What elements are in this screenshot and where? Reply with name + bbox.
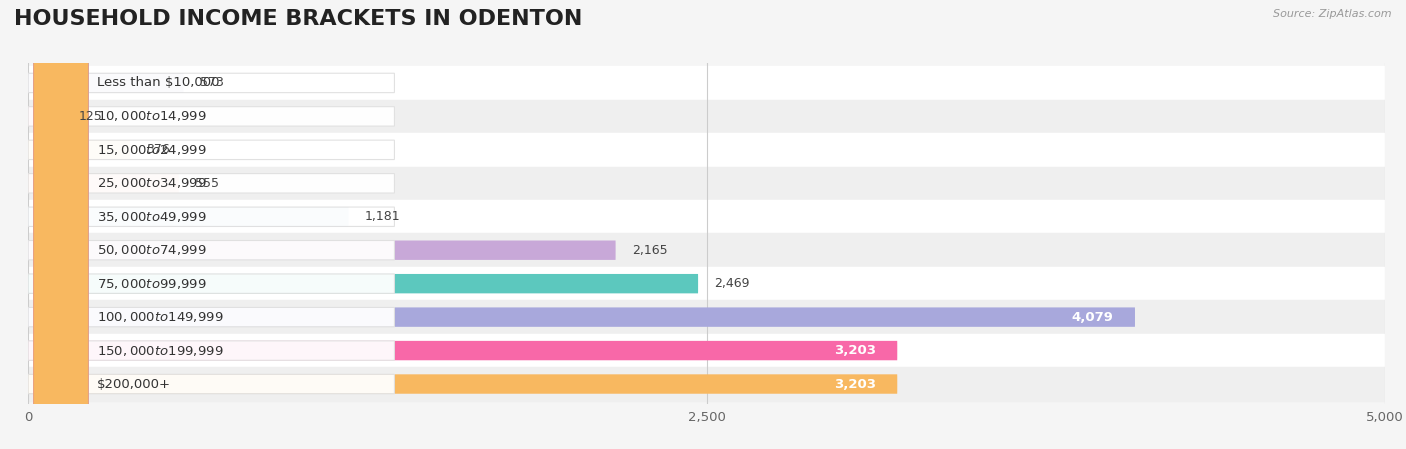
Text: $100,000 to $149,999: $100,000 to $149,999 [97,310,224,324]
FancyBboxPatch shape [28,374,897,394]
Text: 573: 573 [200,76,224,89]
FancyBboxPatch shape [28,241,616,260]
FancyBboxPatch shape [28,207,395,226]
FancyBboxPatch shape [28,274,699,293]
FancyBboxPatch shape [28,274,395,293]
Circle shape [34,0,87,449]
Text: 2,469: 2,469 [714,277,749,290]
FancyBboxPatch shape [28,140,395,159]
Text: 2,165: 2,165 [631,244,668,257]
Text: $25,000 to $34,999: $25,000 to $34,999 [97,176,207,190]
Text: Less than $10,000: Less than $10,000 [97,76,219,89]
FancyBboxPatch shape [28,107,62,126]
Circle shape [34,0,87,449]
Bar [28,367,1385,401]
Text: $35,000 to $49,999: $35,000 to $49,999 [97,210,207,224]
Text: $200,000+: $200,000+ [97,378,170,391]
FancyBboxPatch shape [28,341,395,360]
FancyBboxPatch shape [28,341,897,360]
FancyBboxPatch shape [28,241,395,260]
Text: 1,181: 1,181 [366,210,401,223]
Bar [28,66,1385,100]
Text: 125: 125 [79,110,103,123]
FancyBboxPatch shape [28,308,395,327]
Bar [28,334,1385,367]
Bar [28,133,1385,167]
Text: 4,079: 4,079 [1071,311,1114,324]
Circle shape [34,0,87,449]
Bar [28,267,1385,300]
Circle shape [34,0,87,449]
Bar [28,100,1385,133]
Text: 555: 555 [195,177,219,190]
Circle shape [34,0,87,449]
FancyBboxPatch shape [28,308,1135,327]
Text: Source: ZipAtlas.com: Source: ZipAtlas.com [1274,9,1392,19]
Circle shape [34,0,87,449]
FancyBboxPatch shape [28,174,395,193]
Circle shape [34,0,87,449]
FancyBboxPatch shape [28,374,395,394]
Text: $75,000 to $99,999: $75,000 to $99,999 [97,277,207,291]
Bar [28,300,1385,334]
FancyBboxPatch shape [28,207,349,226]
Text: 376: 376 [146,143,170,156]
FancyBboxPatch shape [28,73,395,92]
Text: $10,000 to $14,999: $10,000 to $14,999 [97,110,207,123]
Circle shape [34,0,87,449]
Bar [28,167,1385,200]
Circle shape [34,0,87,449]
FancyBboxPatch shape [28,73,184,92]
Text: $50,000 to $74,999: $50,000 to $74,999 [97,243,207,257]
Text: $150,000 to $199,999: $150,000 to $199,999 [97,343,224,357]
FancyBboxPatch shape [28,140,131,159]
Circle shape [34,0,87,449]
Bar [28,200,1385,233]
Text: HOUSEHOLD INCOME BRACKETS IN ODENTON: HOUSEHOLD INCOME BRACKETS IN ODENTON [14,9,582,29]
FancyBboxPatch shape [28,107,395,126]
FancyBboxPatch shape [28,174,179,193]
Text: 3,203: 3,203 [834,344,876,357]
Text: 3,203: 3,203 [834,378,876,391]
Bar [28,233,1385,267]
Text: $15,000 to $24,999: $15,000 to $24,999 [97,143,207,157]
